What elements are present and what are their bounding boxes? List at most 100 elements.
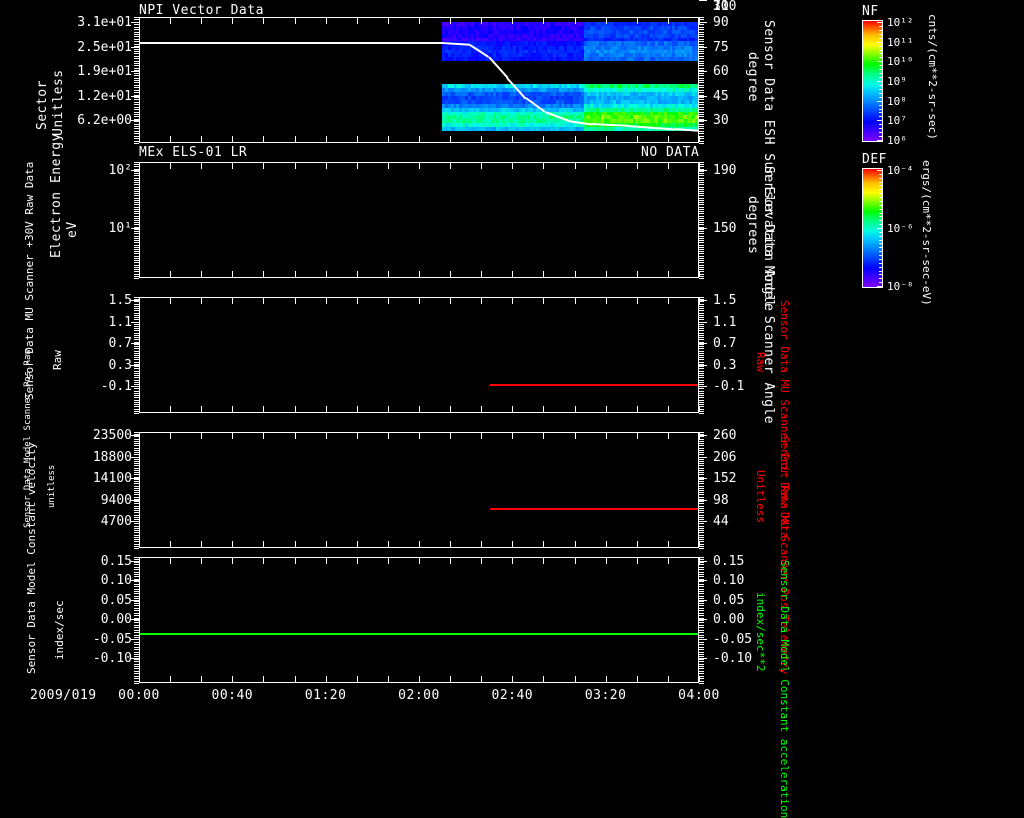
spectrogram-cell [450, 95, 455, 100]
minor-tick-right [699, 515, 704, 516]
spectrogram-cell [575, 83, 580, 89]
minor-tick-right [699, 29, 704, 30]
spectrogram-cell [445, 29, 449, 35]
xtick-top [668, 433, 669, 439]
xtick-top [450, 18, 451, 24]
spectrogram-cell [499, 29, 503, 35]
spectrogram-cell [504, 25, 509, 31]
spectrogram-cell [581, 114, 586, 120]
spectrogram-cell [635, 99, 640, 104]
spectrogram-cell [467, 107, 472, 112]
spectrogram-cell [578, 122, 583, 128]
spectrogram-cell [518, 95, 523, 100]
spectrogram-cell [490, 103, 495, 108]
spectrogram-cell [609, 45, 614, 50]
minor-tick-left [134, 317, 139, 318]
minor-tick-right [699, 678, 704, 679]
spectrogram-cell [513, 103, 517, 108]
spectrogram-cell [658, 37, 662, 42]
spectrogram-cell [479, 45, 483, 50]
spectrogram-cell [672, 103, 677, 108]
minor-tick-left [134, 240, 139, 241]
minor-tick-left [134, 434, 139, 435]
spectrogram-cell [638, 87, 642, 93]
spectrogram-cell [538, 41, 543, 46]
panel-4-ytick-mark-left [131, 500, 139, 501]
spectrogram-cell [641, 126, 645, 131]
spectrogram-cell [584, 56, 588, 62]
minor-tick-left [134, 278, 139, 279]
spectrogram-cell [538, 21, 543, 27]
spectrogram-cell [592, 87, 597, 93]
minor-tick-left [134, 328, 139, 329]
spectrogram-cell [538, 52, 543, 58]
spectrogram-cell [666, 95, 671, 100]
xtick-bottom [388, 541, 389, 547]
spectrogram-cell [672, 91, 677, 97]
minor-tick-right [699, 391, 704, 392]
spectrogram-cell [504, 33, 509, 38]
spectrogram-cell [675, 49, 679, 54]
spectrogram-cell [445, 83, 449, 89]
xtick-top [637, 558, 638, 564]
spectrogram-cell [655, 95, 659, 100]
spectrogram-cell [550, 114, 554, 120]
minor-tick-right [699, 75, 704, 76]
minor-tick-right [699, 497, 704, 498]
spectrogram-cell [592, 33, 597, 38]
spectrogram-cell [592, 126, 597, 131]
spectrogram-cell [464, 122, 469, 128]
spectrogram-cell [581, 56, 586, 62]
spectrogram-cell [490, 87, 495, 93]
spectrogram-cell [590, 41, 594, 46]
spectrogram-cell [564, 87, 569, 93]
spectrogram-cell [530, 126, 534, 131]
spectrogram-cell [604, 56, 608, 62]
spectrogram-cell [618, 45, 623, 50]
spectrogram-cell [470, 107, 475, 112]
xtick-bottom [606, 541, 607, 547]
spectrogram-cell [680, 99, 685, 104]
xtick-bottom [606, 271, 607, 277]
spectrogram-cell [467, 49, 472, 54]
spectrogram-cell [595, 111, 600, 116]
spectrogram-cell [666, 41, 671, 46]
spectrogram-cell [572, 87, 577, 93]
spectrogram-cell [641, 95, 645, 100]
minor-tick-left [134, 656, 139, 657]
minor-tick-right [699, 377, 704, 378]
panel-3-ytick-left: 1.5 [108, 293, 132, 309]
spectrogram-cell [547, 126, 551, 131]
spectrogram-cell [442, 21, 446, 27]
spectrogram-cell [467, 91, 472, 97]
spectrogram-cell [635, 111, 640, 116]
spectrogram-cell [626, 111, 631, 116]
spectrogram-cell [510, 41, 515, 46]
xtick-top [170, 558, 171, 564]
minor-tick-left [134, 141, 139, 142]
colorbar-minor-tick [879, 263, 883, 264]
spectrogram-cell [555, 118, 560, 124]
spectrogram-cell [609, 25, 614, 31]
spectrogram-cell [669, 29, 674, 35]
spectrogram-cell [629, 99, 634, 104]
spectrogram-cell [561, 111, 566, 116]
spectrogram-cell [501, 107, 506, 112]
spectrogram-cell [513, 95, 517, 100]
minor-tick-right [699, 683, 704, 684]
spectrogram-cell [581, 21, 586, 27]
spectrogram-cell [459, 37, 463, 42]
spectrogram-cell [484, 21, 489, 27]
spectrogram-cell [558, 52, 563, 58]
spectrogram-cell [550, 52, 554, 58]
spectrogram-cell [629, 25, 634, 31]
xtick-top [512, 298, 513, 304]
xaxis-tick-4: 02:40 [491, 688, 534, 703]
minor-tick-left [134, 483, 139, 484]
spectrogram-cell [467, 114, 472, 120]
minor-tick-right [699, 297, 704, 298]
spectrogram-cell [476, 21, 480, 27]
spectrogram-cell [473, 107, 478, 112]
spectrogram-cell [689, 37, 694, 42]
spectrogram-cell [683, 29, 688, 35]
